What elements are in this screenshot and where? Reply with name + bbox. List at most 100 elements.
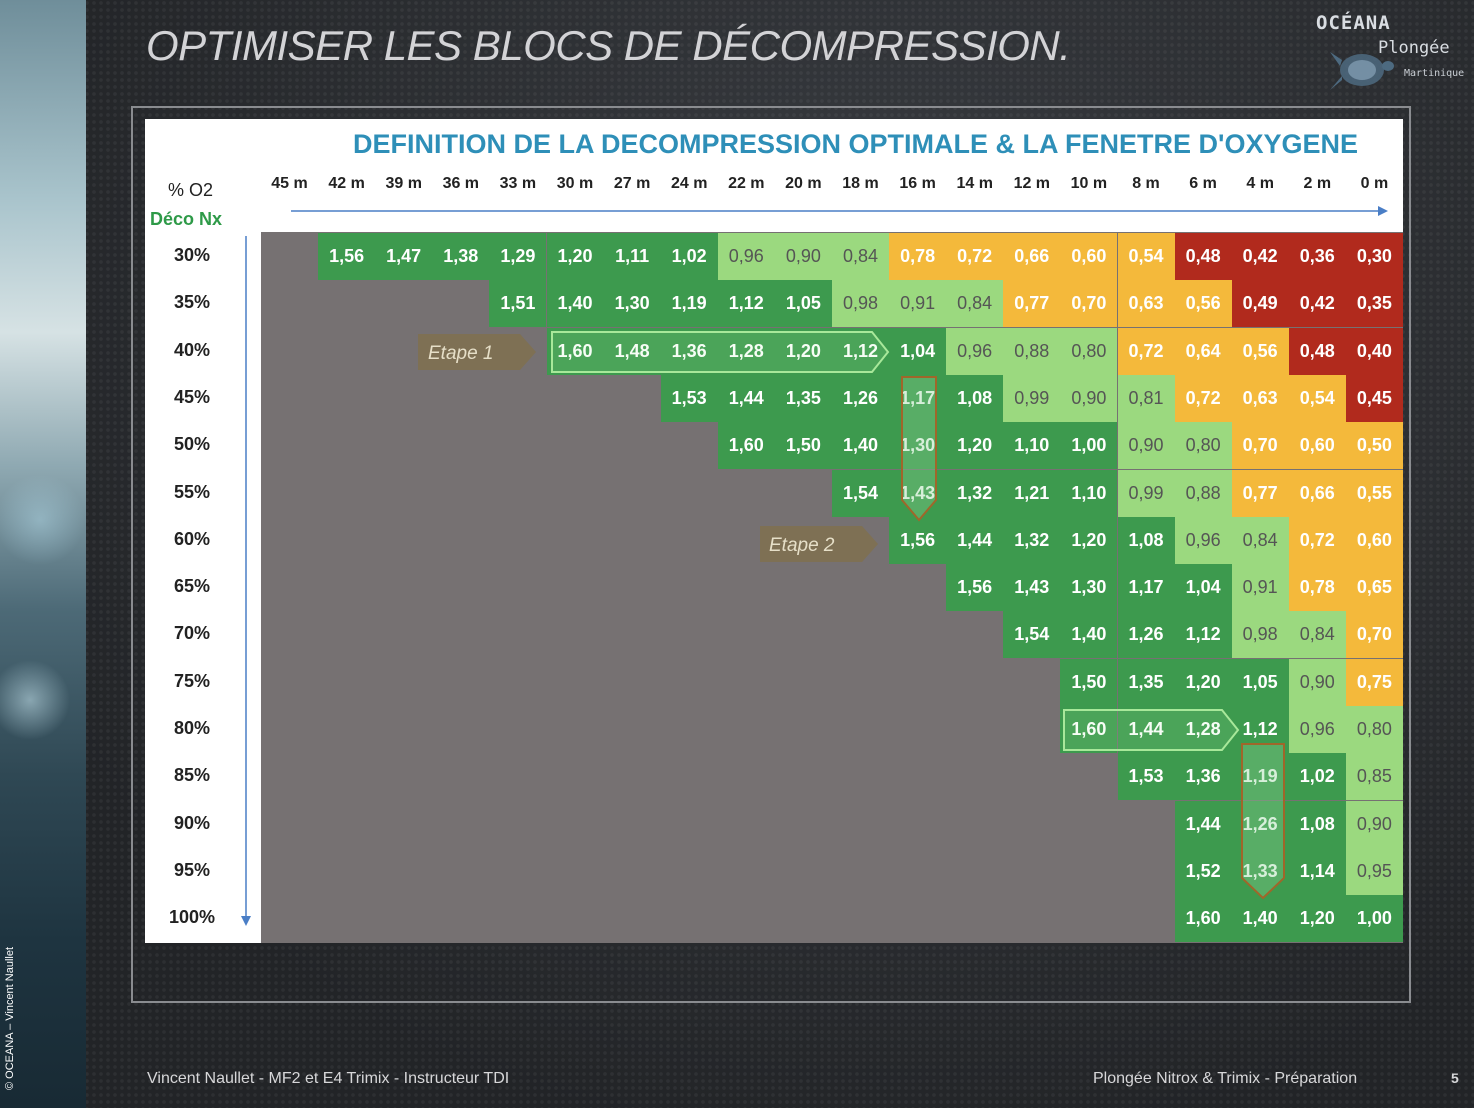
ppo2-cell: 0,54: [1288, 374, 1346, 422]
ppo2-cell: 1,50: [1060, 658, 1118, 706]
o2-row-label: 75%: [173, 670, 211, 691]
table-title: DEFINITION DE LA DECOMPRESSION OPTIMALE …: [353, 129, 1358, 159]
ppo2-cell: 0,60: [1288, 422, 1346, 470]
ppo2-cell: 1,48: [603, 327, 661, 375]
ppo2-cell: 1,40: [546, 280, 604, 328]
ppo2-cell: 1,40: [1231, 895, 1289, 943]
ppo2-cell: 0,70: [1060, 280, 1118, 328]
o2-row-label: 45%: [173, 386, 211, 407]
o2-percent-label: % O2: [168, 180, 214, 200]
ppo2-cell: 0,63: [1231, 374, 1289, 422]
ppo2-cell: 1,20: [774, 327, 832, 375]
ppo2-cell: 0,99: [1003, 374, 1061, 422]
ppo2-cell: 1,10: [1003, 422, 1061, 470]
ppo2-cell: 1,60: [1174, 895, 1232, 943]
ppo2-cell: 1,08: [946, 374, 1004, 422]
ppo2-cell: 0,98: [832, 280, 889, 328]
o2-row-label: 55%: [173, 481, 211, 502]
ppo2-cell: 1,20: [946, 422, 1004, 470]
ppo2-cell: 0,85: [1345, 753, 1403, 801]
ppo2-cell: 1,53: [1117, 753, 1175, 801]
depth-header: 14 m: [956, 175, 993, 192]
ppo2-cell: 1,20: [1174, 658, 1232, 706]
o2-row-label: 60%: [173, 528, 211, 549]
ppo2-cell: 1,05: [774, 280, 832, 328]
ppo2-cell: 1,02: [660, 233, 718, 280]
decorative-side-image: [0, 0, 86, 1108]
depth-header: 0 m: [1360, 175, 1389, 192]
ppo2-cell: 1,30: [889, 422, 947, 470]
ppo2-cell: 0,42: [1288, 280, 1346, 328]
deco-nx-label: Déco Nx: [150, 209, 223, 229]
ppo2-cell: 1,56: [946, 564, 1004, 612]
depth-header: 20 m: [785, 175, 822, 192]
ppo2-cell: 1,12: [717, 280, 775, 328]
o2-row-label: 50%: [173, 434, 211, 455]
ppo2-cell: 0,48: [1174, 233, 1232, 280]
ppo2-cell: 0,30: [1345, 233, 1403, 280]
ppo2-cell: 0,56: [1174, 280, 1232, 328]
ppo2-cell: 0,66: [1288, 469, 1346, 517]
ppo2-cell: 0,99: [1117, 469, 1175, 517]
ppo2-cell: 1,43: [1003, 564, 1061, 612]
page-number: 5: [1451, 1070, 1459, 1086]
ppo2-cell: 1,08: [1288, 800, 1346, 848]
ppo2-cell: 1,21: [1003, 469, 1061, 517]
ppo2-cell: 0,36: [1288, 233, 1346, 280]
content-frame: [131, 106, 1411, 1003]
ppo2-cell: 0,78: [889, 233, 947, 280]
ppo2-cell: 0,48: [1288, 327, 1346, 375]
ppo2-cell: 1,51: [489, 280, 547, 328]
ppo2-cell: 0,81: [1117, 374, 1175, 422]
ppo2-cell: 0,96: [946, 327, 1004, 375]
ppo2-cell: 1,00: [1060, 422, 1118, 470]
ppo2-cell: 1,40: [1060, 611, 1118, 659]
ppo2-cell: 0,72: [1117, 327, 1175, 375]
ppo2-cell: 1,26: [832, 374, 889, 422]
depth-header: 24 m: [670, 175, 708, 192]
ppo2-cell: 0,90: [1288, 658, 1346, 706]
ppo2-cell: 0,80: [1174, 422, 1232, 470]
ppo2-cell: 1,44: [1117, 706, 1175, 753]
ppo2-cell: 0,84: [946, 280, 1004, 328]
ppo2-cell: 0,35: [1345, 280, 1403, 328]
ppo2-cell: 0,66: [1003, 233, 1061, 280]
ppo2-cell: 0,78: [1288, 564, 1346, 612]
ppo2-cell: 1,19: [660, 280, 718, 328]
ppo2-cell: 0,72: [1174, 374, 1232, 422]
o2-row-label: 95%: [173, 859, 211, 880]
o2-row-label: 35%: [173, 292, 211, 313]
ppo2-cell: 0,98: [1231, 611, 1289, 659]
depth-header: 33 m: [499, 175, 537, 192]
ppo2-cell: 1,17: [889, 374, 947, 422]
ppo2-cell: 1,28: [717, 327, 775, 375]
copyright-text: © OCEANA – Vincent Naullet: [4, 946, 16, 1090]
ppo2-cell: 1,54: [1003, 611, 1061, 659]
ppo2-cell: 1,44: [946, 516, 1004, 564]
ppo2-cell: 0,90: [1060, 374, 1118, 422]
ppo2-cell: 1,02: [1288, 753, 1346, 801]
depth-header: 36 m: [442, 175, 480, 192]
depth-header: 8 m: [1132, 175, 1160, 192]
ppo2-cell: 0,64: [1174, 327, 1232, 375]
ppo2-cell: 0,56: [1231, 327, 1289, 375]
depth-header: 39 m: [385, 175, 422, 192]
depth-header: 42 m: [328, 175, 365, 192]
ppo2-cell: 1,12: [1231, 706, 1289, 753]
ppo2-cell: 0,96: [717, 233, 775, 280]
ppo2-cell: 1,44: [1174, 800, 1232, 848]
ppo2-cell: 1,50: [774, 422, 832, 470]
ppo2-cell: 1,29: [489, 233, 547, 280]
ppo2-cell: 1,04: [1174, 564, 1232, 612]
ppo2-cell: 1,56: [318, 233, 376, 280]
ppo2-cell: 1,35: [1117, 658, 1175, 706]
o2-row-label: 85%: [173, 765, 211, 786]
ppo2-cell: 0,95: [1345, 847, 1403, 895]
ppo2-cell: 1,26: [1231, 800, 1289, 848]
ppo2-cell: 1,60: [1060, 706, 1118, 753]
depth-header: 4 m: [1246, 175, 1274, 192]
ppo2-cell: 1,36: [660, 327, 718, 375]
ppo2-cell: 0,88: [1003, 327, 1061, 375]
logo-text-plongee: Plongée: [1378, 38, 1450, 58]
depth-header: 22 m: [728, 175, 765, 192]
